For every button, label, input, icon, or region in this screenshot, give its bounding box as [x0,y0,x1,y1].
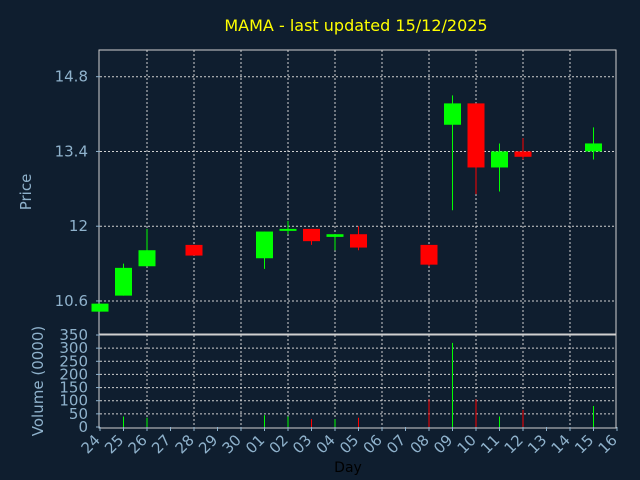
x-tick-label: 16 [595,431,621,457]
volume-tick-label: 200 [59,365,88,383]
candles [91,95,602,312]
price-tick-label: 14.8 [55,68,88,86]
price-tick-label: 10.6 [55,292,88,310]
candle-body [185,244,203,256]
x-tick-label: 26 [125,431,151,457]
x-tick-label: 10 [454,431,480,457]
chart-title: MAMA - last updated 15/12/2025 [224,16,487,35]
volume-tick-label: 250 [59,352,88,370]
x-tick-label: 11 [477,431,503,457]
candle-body [115,267,132,296]
price-y-ticks: 10.6 12 13.4 14.8 [55,68,100,310]
volume-tick-label: 150 [59,379,88,397]
volume-tick-label: 50 [69,405,88,423]
candle-body [467,103,485,168]
candle-body [326,234,344,237]
x-tick-label: 04 [313,431,339,457]
x-tick-label: 07 [383,431,409,457]
candle-body [585,143,602,152]
x-tick-label: 30 [219,431,245,457]
price-plot-frame [98,49,617,335]
price-axis-label: Price [17,174,35,211]
x-tick-label: 09 [430,431,456,457]
price-tick-label: 12 [69,217,88,235]
x-tick-label: 12 [501,431,527,457]
volume-axis-label: Volume (0000) [29,326,47,436]
x-tick-label: 01 [242,431,268,457]
x-tick-label: 06 [360,431,386,457]
x-axis-label: Day [334,460,362,476]
candle-body [444,103,461,125]
x-ticks: 2425262728293001020304050607080910111213… [78,427,621,457]
x-tick-label: 29 [195,431,221,457]
x-tick-label: 05 [336,431,362,457]
volume-tick-label: 100 [59,392,88,410]
price-tick-label: 13.4 [55,142,88,160]
volume-tick-label: 0 [78,418,88,436]
volume-grid [100,335,615,427]
volume-tick-label: 350 [59,326,88,344]
x-tick-label: 27 [148,431,174,457]
x-tick-label: 02 [266,431,292,457]
price-grid [100,50,615,333]
candle-body [350,234,367,248]
candle-body [420,244,438,265]
candle-body [138,250,156,267]
volume-bars [123,342,594,427]
volume-plot-frame [98,334,617,429]
candle-body [514,151,532,157]
x-tick-label: 15 [571,431,597,457]
candle-body [279,228,297,231]
volume-tick-label: 300 [59,339,88,357]
x-tick-label: 13 [524,431,550,457]
x-tick-label: 08 [407,431,433,457]
x-tick-label: 03 [289,431,315,457]
candle-body [491,151,508,168]
x-tick-label: 14 [548,431,574,457]
x-tick-label: 28 [172,431,198,457]
x-tick-label: 25 [101,431,127,457]
candle-body [256,231,273,259]
candle-body [91,303,109,312]
candle-body [303,228,320,242]
